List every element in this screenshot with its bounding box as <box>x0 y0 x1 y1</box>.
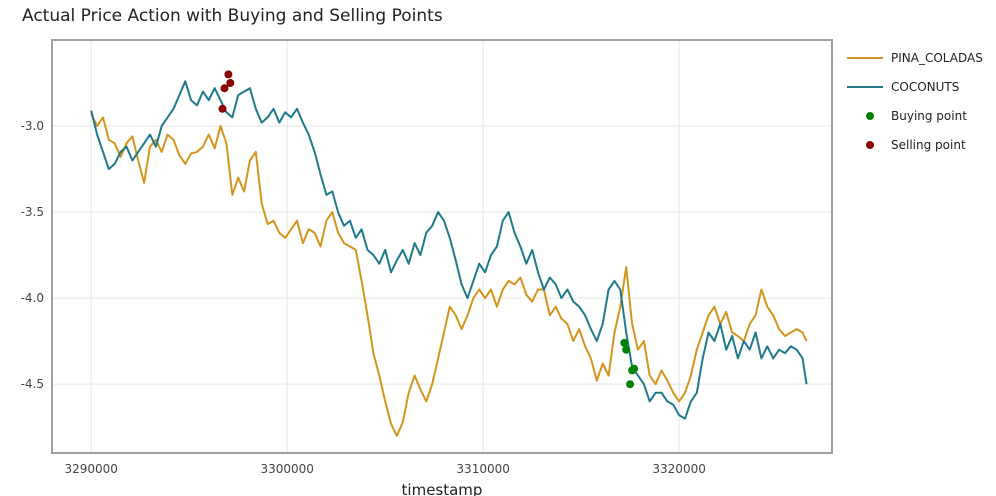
x-tick-label: 3310000 <box>456 462 509 476</box>
x-tick-label: 3300000 <box>260 462 313 476</box>
selling-point-marker <box>220 84 229 93</box>
x-tick-label: 3320000 <box>652 462 705 476</box>
x-axis-title: timestamp <box>402 481 483 496</box>
legend-swatch <box>866 141 874 149</box>
x-axis-ticks: 3290000 3300000 3310000 3320000 <box>64 462 705 476</box>
buying-point-marker <box>630 364 639 373</box>
legend[interactable]: PINA_COLADAS COCONUTS Buying point Selling … <box>847 51 983 152</box>
plot-frame <box>51 39 833 454</box>
chart-title: Actual Price Action with Buying and Sell… <box>22 6 443 26</box>
legend-label: PINA_COLADAS <box>891 51 983 65</box>
legend-label: COCONUTS <box>891 80 959 94</box>
y-tick-label: -3.5 <box>21 205 44 219</box>
selling-point-marker <box>226 79 235 87</box>
selling-point-marker <box>218 104 227 113</box>
series-line-pina-coladas <box>90 113 808 437</box>
legend-item-selling-point[interactable]: Selling point <box>866 138 966 152</box>
marker-layer <box>218 70 639 389</box>
legend-label: Selling point <box>891 138 966 152</box>
legend-label: Buying point <box>891 109 967 123</box>
legend-item-buying-point[interactable]: Buying point <box>866 109 967 123</box>
y-tick-label: -4.5 <box>21 377 44 391</box>
y-tick-label: -3.0 <box>21 119 44 133</box>
grid <box>52 40 832 453</box>
y-axis-ticks: -3.0 -3.5 -4.0 -4.5 <box>21 119 44 391</box>
x-tick-label: 3290000 <box>64 462 117 476</box>
buying-point-marker <box>626 380 635 389</box>
legend-item-pina-coladas[interactable]: PINA_COLADAS <box>847 51 983 65</box>
buying-point-marker <box>622 345 631 354</box>
series-layer <box>90 80 808 437</box>
buying-point-marker <box>620 338 629 347</box>
y-tick-label: -4.0 <box>21 291 44 305</box>
legend-swatch <box>866 112 874 120</box>
selling-point-marker <box>224 70 233 79</box>
series-line-coconuts <box>90 80 808 420</box>
legend-item-coconuts[interactable]: COCONUTS <box>847 80 959 94</box>
